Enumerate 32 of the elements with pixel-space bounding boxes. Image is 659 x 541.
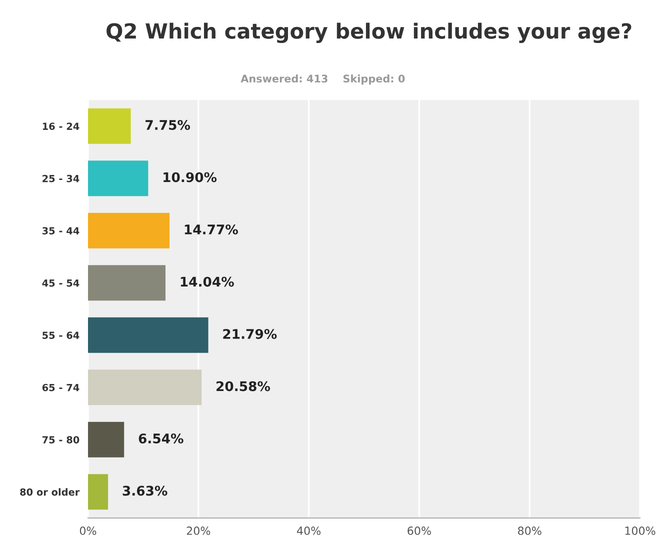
bar: [88, 265, 166, 301]
chart-title: Q2 Which category below includes your age?: [106, 22, 632, 44]
x-tick-label: 20%: [186, 526, 210, 535]
bar: [88, 370, 202, 406]
y-tick-label: 65 - 74: [42, 384, 80, 392]
bar: [88, 160, 148, 196]
x-tick-label: 80%: [518, 526, 542, 535]
y-tick-label: 55 - 64: [42, 332, 80, 339]
bar: [88, 422, 124, 458]
chart-subtitle: Answered: 413 Skipped: 0: [240, 74, 405, 85]
data-label: 7.75%: [146, 120, 190, 130]
bar: [88, 474, 108, 510]
x-tick-label: 40%: [296, 526, 321, 535]
data-label: 14.04%: [180, 276, 234, 287]
data-label: 10.90%: [164, 172, 217, 182]
x-tick-label: 100%: [625, 526, 656, 535]
data-label: 21.79%: [223, 328, 277, 339]
data-label: 6.54%: [138, 433, 184, 444]
y-tick-label: 45 - 54: [42, 279, 80, 287]
y-tick-label: 25 - 34: [42, 174, 80, 182]
bar: [88, 212, 170, 248]
data-label: 20.58%: [216, 381, 270, 392]
y-tick-label: 75 - 80: [42, 436, 80, 444]
y-tick-label: 35 - 44: [42, 227, 80, 234]
data-label: 14.77%: [184, 224, 238, 234]
x-tick-label: 60%: [408, 526, 431, 535]
bar: [88, 317, 208, 353]
x-tick-label: 0%: [80, 526, 96, 535]
y-tick-label: 16 - 24: [42, 122, 80, 130]
bar: [88, 108, 131, 144]
data-label: 3.63%: [122, 486, 168, 496]
y-tick-label: 80 or older: [20, 488, 80, 496]
